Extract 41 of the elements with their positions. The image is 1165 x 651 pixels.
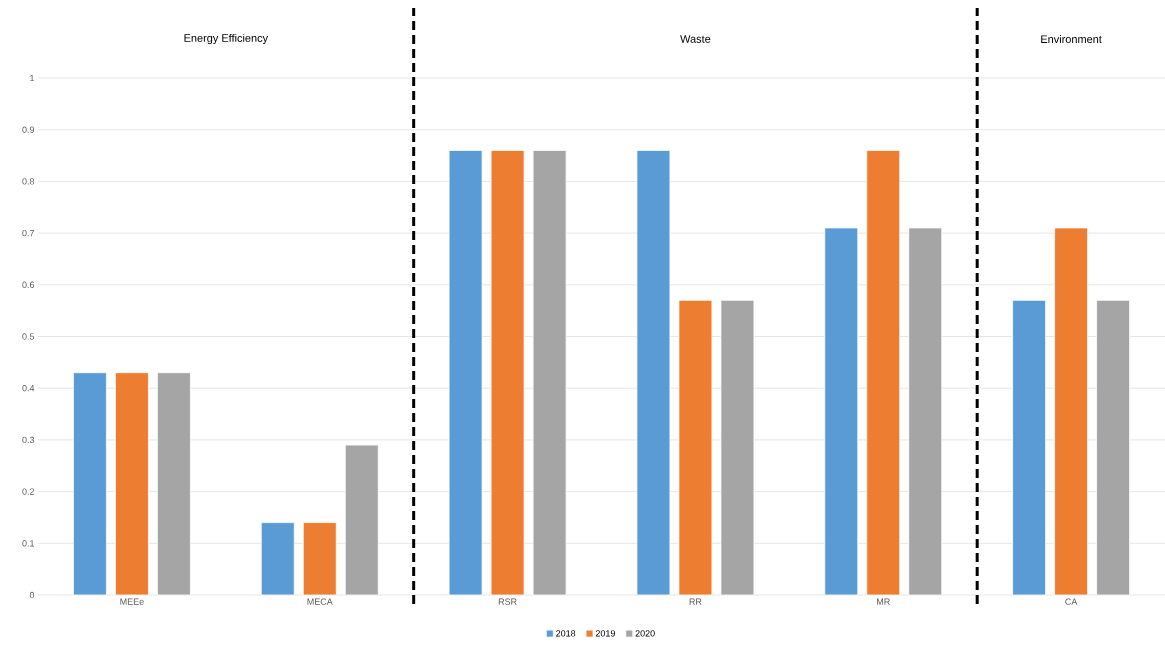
y-tick-label: 0 <box>29 591 35 599</box>
bar <box>490 149 525 596</box>
x-tick-label: CA <box>1065 598 1078 605</box>
bar <box>115 372 149 596</box>
bar <box>344 444 379 596</box>
bar <box>532 149 567 596</box>
legend-label: 2018 <box>556 630 576 637</box>
y-tick-label: 0.2 <box>22 488 35 495</box>
y-tick-label: 1 <box>30 74 35 82</box>
bar <box>1096 299 1130 596</box>
bar <box>866 149 901 596</box>
bar <box>1012 299 1046 596</box>
y-tick-label: 0.6 <box>22 281 35 288</box>
legend-label: 2020 <box>635 630 655 637</box>
bar <box>73 372 107 596</box>
bar <box>636 149 671 596</box>
text: Waste <box>680 35 711 43</box>
y-tick-label: 0.9 <box>22 126 35 133</box>
bar <box>157 372 191 596</box>
y-tick-label: 0.1 <box>22 540 35 547</box>
legend-label: 2019 <box>595 630 615 637</box>
x-tick-label: MR <box>877 598 890 605</box>
bar <box>824 227 859 596</box>
bar <box>448 149 483 596</box>
text: Energy Efficiency <box>184 33 269 45</box>
bar <box>678 299 713 596</box>
bar <box>720 299 755 596</box>
y-tick-label: 0.8 <box>22 178 35 185</box>
y-tick-label: 0.7 <box>22 229 35 237</box>
text: Environment <box>1041 34 1102 44</box>
y-tick-label: 0.4 <box>22 385 35 392</box>
bar <box>1054 227 1088 596</box>
bar <box>302 522 337 596</box>
bar <box>260 522 295 596</box>
x-tick-label: MECA <box>307 598 333 605</box>
x-tick-label: RR <box>689 598 702 605</box>
bar <box>908 227 943 596</box>
y-tick-label: 0.3 <box>22 436 35 444</box>
x-tick-label: MEEe <box>120 598 144 605</box>
x-tick-label: RSR <box>498 598 517 605</box>
y-tick-label: 0.5 <box>22 333 35 340</box>
